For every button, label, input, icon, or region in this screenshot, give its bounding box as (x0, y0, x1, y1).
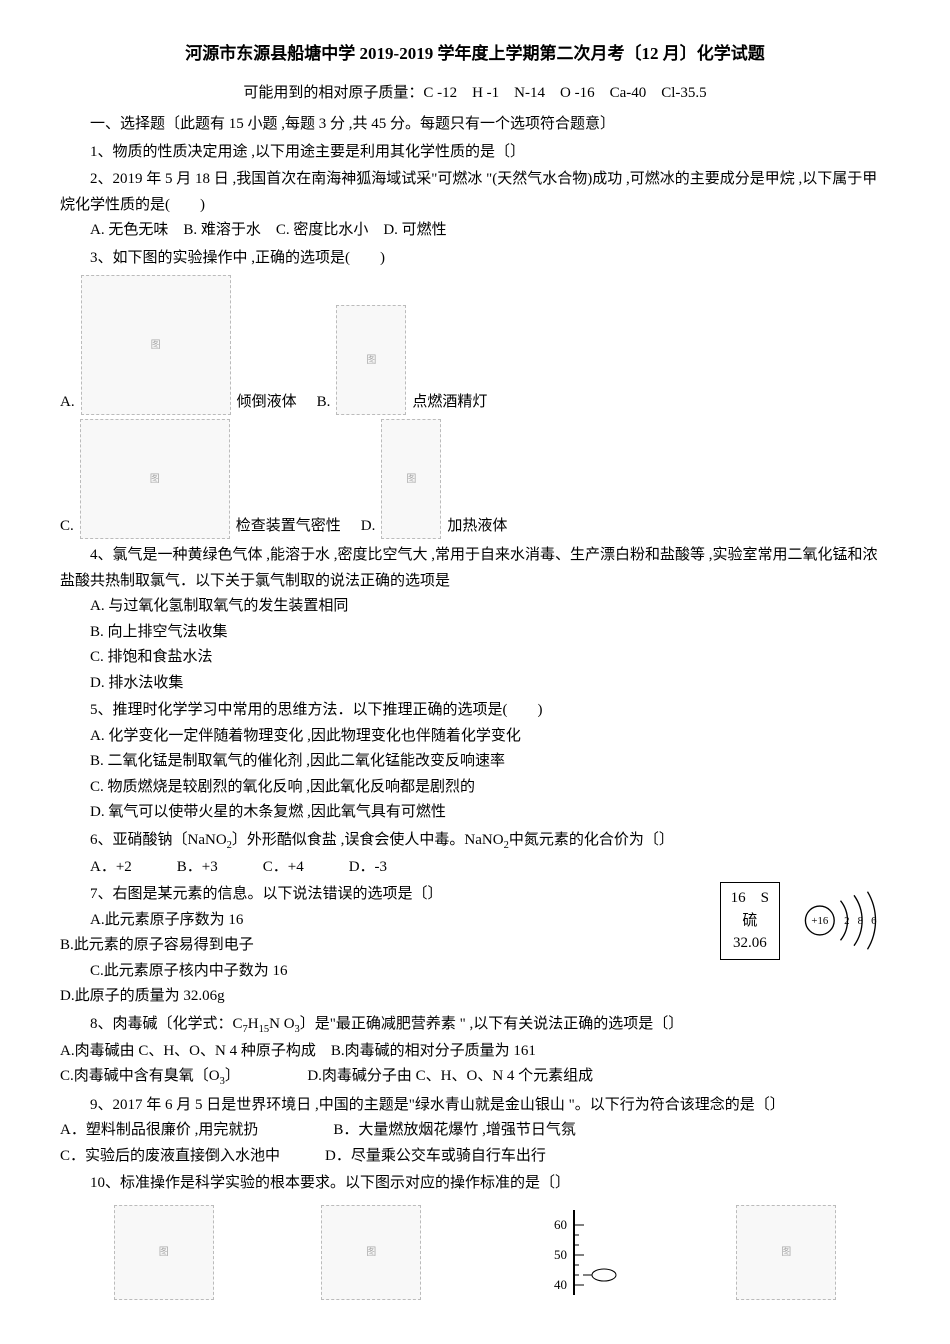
q2-text: 2、2019 年 5 月 18 日 ,我国首次在南海神狐海域试采"可燃冰 "(天… (60, 167, 890, 218)
q6-mid: 〕外形酷似食盐 ,误食会使人中毒。NaNO (232, 832, 504, 848)
q7-figures: 16 S 硫 32.06 +16 2 8 6 (720, 882, 890, 960)
q5-d: D. 氧气可以使带火星的木条复燃 ,因此氧气具有可燃性 (60, 800, 890, 826)
q3-image-c: 图 (80, 419, 230, 539)
atom-structure-icon: +16 2 8 6 (800, 883, 890, 958)
q8-h: H (248, 1016, 259, 1032)
q3-d-label: D. (361, 514, 376, 540)
q3-d-text: 加热液体 (447, 514, 507, 540)
q8-cd: C.肉毒碱中含有臭氧〔O3〕 D.肉毒碱分子由 C、H、O、N 4 个元素组成 (60, 1064, 890, 1091)
q3-image-a: 图 (81, 275, 231, 415)
element-card-line1: 16 S (731, 887, 769, 910)
q8-c-suffix: 〕 D.肉毒碱分子由 C、H、O、N 4 个元素组成 (225, 1068, 593, 1084)
element-card-line2: 硫 (731, 910, 769, 933)
exam-title: 河源市东源县船塘中学 2019-2019 学年度上学期第二次月考〔12 月〕化学… (60, 40, 890, 69)
element-card: 16 S 硫 32.06 (720, 882, 780, 960)
q5-b: B. 二氧化锰是制取氧气的催化剂 ,因此二氧化锰能改变反响速率 (60, 749, 890, 775)
q8-prefix: 8、肉毒碱〔化学式：C (90, 1016, 243, 1032)
q4-a: A. 与过氧化氢制取氧气的发生装置相同 (60, 594, 890, 620)
q2-options: A. 无色无味 B. 难溶于水 C. 密度比水小 D. 可燃性 (60, 218, 890, 244)
q3-row-2: C. 图 检查装置气密性 D. 图 加热液体 (60, 419, 890, 539)
q10-image-c-graduated-cylinder-icon: 60 50 40 (529, 1205, 629, 1300)
q8-text: 8、肉毒碱〔化学式：C7H15N O3〕是"最正确减肥营养素 " ,以下有关说法… (60, 1012, 890, 1039)
q10-image-d: 图 (736, 1205, 836, 1300)
q9-text: 9、2017 年 6 月 5 日是世界环境日 ,中国的主题是"绿水青山就是金山银… (60, 1093, 890, 1119)
q3-b-label: B. (317, 390, 331, 416)
atom-center-label: +16 (811, 916, 828, 928)
q8-ab: A.肉毒碱由 C、H、O、N 4 种原子构成 B.肉毒碱的相对分子质量为 161 (60, 1039, 890, 1065)
q8-no: N O (269, 1016, 294, 1032)
q3-row-1: A. 图 倾倒液体 B. 图 点燃酒精灯 (60, 275, 890, 415)
q3-image-b: 图 (336, 305, 406, 415)
q3-a-label: A. (60, 390, 75, 416)
grad-40: 40 (554, 1277, 567, 1292)
q6-text: 6、亚硝酸钠〔NaNO2〕外形酷似食盐 ,误食会使人中毒。NaNO2中氮元素的化… (60, 828, 890, 855)
q7-c: C.此元素原子核内中子数为 16 (60, 959, 890, 985)
q5-c: C. 物质燃烧是较剧烈的氧化反响 ,因此氧化反响都是剧烈的 (60, 775, 890, 801)
q3-c-text: 检查装置气密性 (236, 514, 341, 540)
q6-prefix: 6、亚硝酸钠〔NaNO (90, 832, 227, 848)
atom-shell-3: 6 (871, 916, 877, 928)
q5-text: 5、推理时化学学习中常用的思维方法．以下推理正确的选项是( ) (60, 698, 890, 724)
q4-b: B. 向上排空气法收集 (60, 620, 890, 646)
q10-image-a: 图 (114, 1205, 214, 1300)
grad-50: 50 (554, 1247, 567, 1262)
q7-d: D.此原子的质量为 32.06g (60, 984, 890, 1010)
atom-shell-1: 2 (844, 916, 849, 928)
q4-text: 4、氯气是一种黄绿色气体 ,能溶于水 ,密度比空气大 ,常用于自来水消毒、生产漂… (60, 543, 890, 594)
q3-image-d: 图 (381, 419, 441, 539)
q8-c-prefix: C.肉毒碱中含有臭氧〔O (60, 1068, 220, 1084)
q4-c: C. 排饱和食盐水法 (60, 645, 890, 671)
q7-wrap: 7、右图是某元素的信息。以下说法错误的选项是〔〕 A.此元素原子序数为 16 B… (60, 882, 890, 1010)
q3-text: 3、如下图的实验操作中 ,正确的选项是( ) (60, 246, 890, 272)
q6-suffix: 中氮元素的化合价为〔〕 (509, 832, 674, 848)
q10-image-b: 图 (321, 1205, 421, 1300)
section-1-header: 一、选择题〔此题有 15 小题 ,每题 3 分 ,共 45 分。每题只有一个选项… (60, 112, 890, 138)
q4-d: D. 排水法收集 (60, 671, 890, 697)
q3-c-label: C. (60, 514, 74, 540)
q6-options: A．+2 B．+3 C．+4 D．-3 (60, 855, 890, 881)
element-card-line3: 32.06 (731, 932, 769, 955)
q10-text: 10、标准操作是科学实验的根本要求。以下图示对应的操作标准的是〔〕 (60, 1171, 890, 1197)
q5-a: A. 化学变化一定伴随着物理变化 ,因此物理变化也伴随着化学变化 (60, 724, 890, 750)
grad-60: 60 (554, 1217, 567, 1232)
q8-suffix: 〕是"最正确减肥营养素 " ,以下有关说法正确的选项是〔〕 (300, 1016, 684, 1032)
q9-cd: C．实验后的废液直接倒入水池中 D．尽量乘公交车或骑自行车出行 (60, 1144, 890, 1170)
q10-images: 图 图 60 50 40 图 (60, 1205, 890, 1300)
q8-sub-h: 15 (259, 1024, 270, 1035)
atomic-mass-line: 可能用到的相对原子质量：C -12 H -1 N-14 O -16 Ca-40 … (60, 81, 890, 107)
q1-text: 1、物质的性质决定用途 ,以下用途主要是利用其化学性质的是〔〕 (60, 140, 890, 166)
q3-a-text: 倾倒液体 (237, 390, 297, 416)
atom-shell-2: 8 (858, 916, 863, 928)
q3-b-text: 点燃酒精灯 (412, 390, 487, 416)
q9-ab: A．塑料制品很廉价 ,用完就扔 B．大量燃放烟花爆竹 ,增强节日气氛 (60, 1118, 890, 1144)
